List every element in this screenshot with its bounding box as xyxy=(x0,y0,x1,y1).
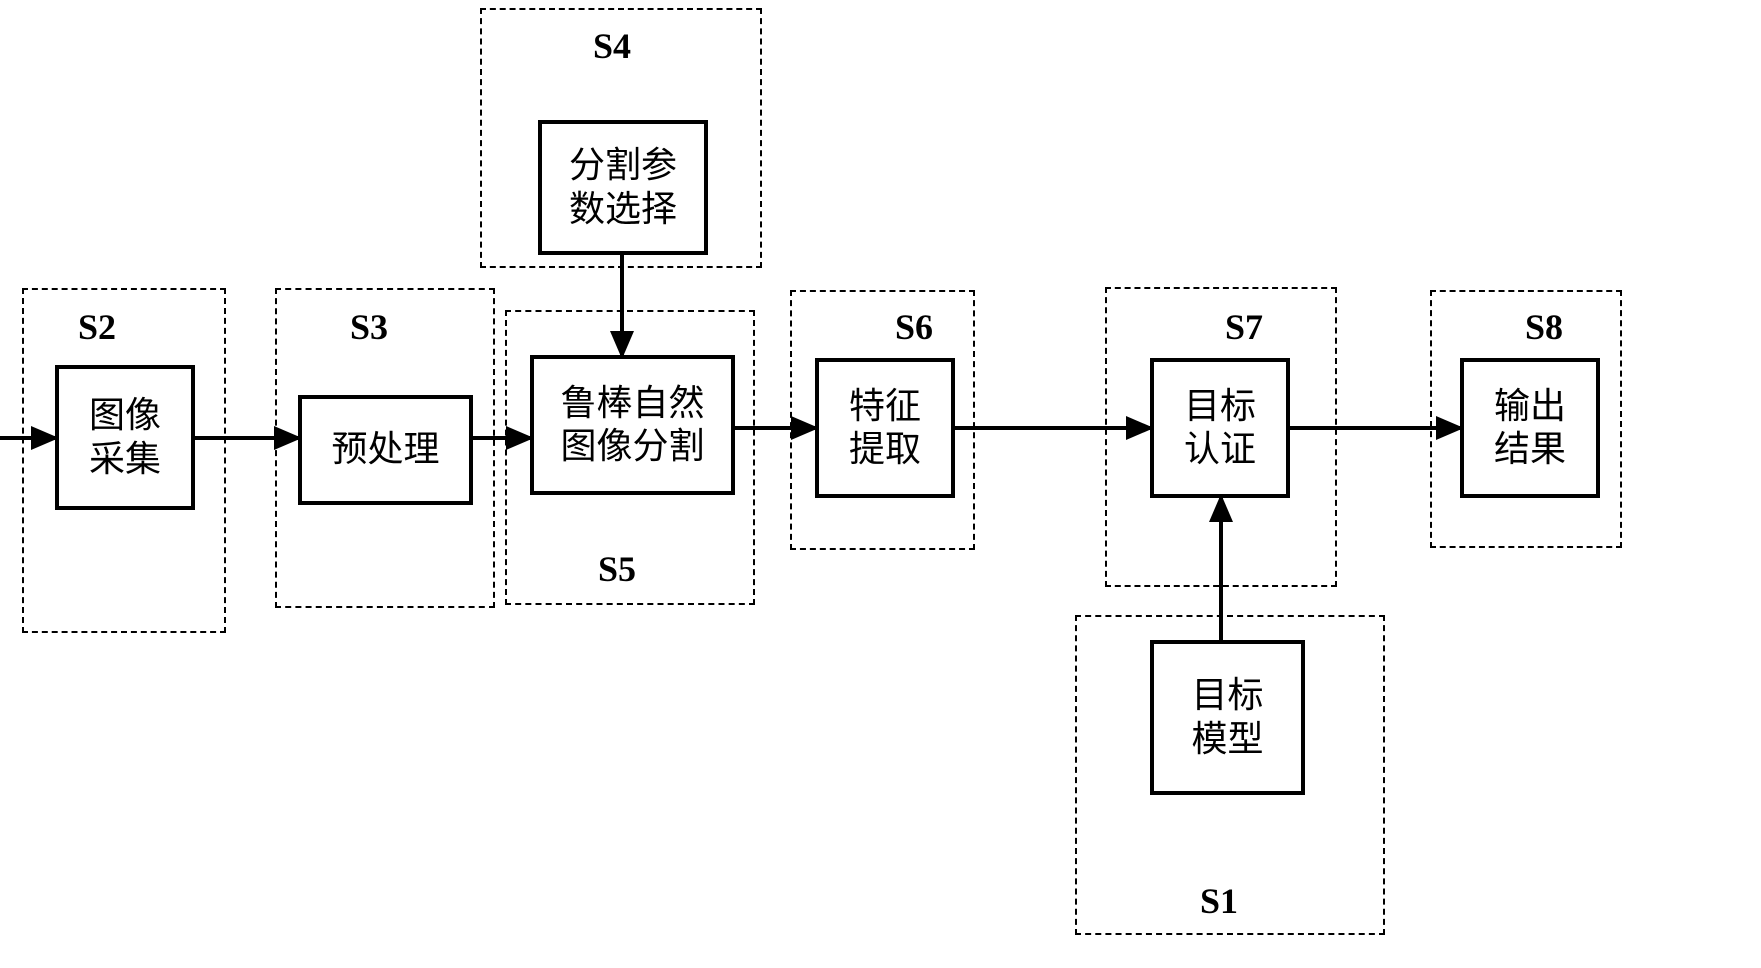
node-s1: 目标 模型 xyxy=(1150,640,1305,795)
label-s5: S5 xyxy=(598,548,636,590)
node-s3: 预处理 xyxy=(298,395,473,505)
label-s1: S1 xyxy=(1200,880,1238,922)
node-s2: 图像 采集 xyxy=(55,365,195,510)
label-s3: S3 xyxy=(350,306,388,348)
node-s6: 特征 提取 xyxy=(815,358,955,498)
label-s6: S6 xyxy=(895,306,933,348)
label-s8: S8 xyxy=(1525,306,1563,348)
node-s1-text: 目标 模型 xyxy=(1191,674,1263,760)
node-s8: 输出 结果 xyxy=(1460,358,1600,498)
node-s7: 目标 认证 xyxy=(1150,358,1290,498)
node-s5-text: 鲁棒自然 图像分割 xyxy=(560,382,704,468)
node-s3-text: 预处理 xyxy=(331,428,439,471)
node-s2-text: 图像 采集 xyxy=(89,394,161,480)
node-s4-text: 分割参 数选择 xyxy=(569,144,677,230)
node-s8-text: 输出 结果 xyxy=(1494,385,1566,471)
node-s4: 分割参 数选择 xyxy=(538,120,708,255)
label-s7: S7 xyxy=(1225,306,1263,348)
label-s4: S4 xyxy=(593,25,631,67)
node-s7-text: 目标 认证 xyxy=(1184,385,1256,471)
node-s6-text: 特征 提取 xyxy=(849,385,921,471)
node-s5: 鲁棒自然 图像分割 xyxy=(530,355,735,495)
label-s2: S2 xyxy=(78,306,116,348)
